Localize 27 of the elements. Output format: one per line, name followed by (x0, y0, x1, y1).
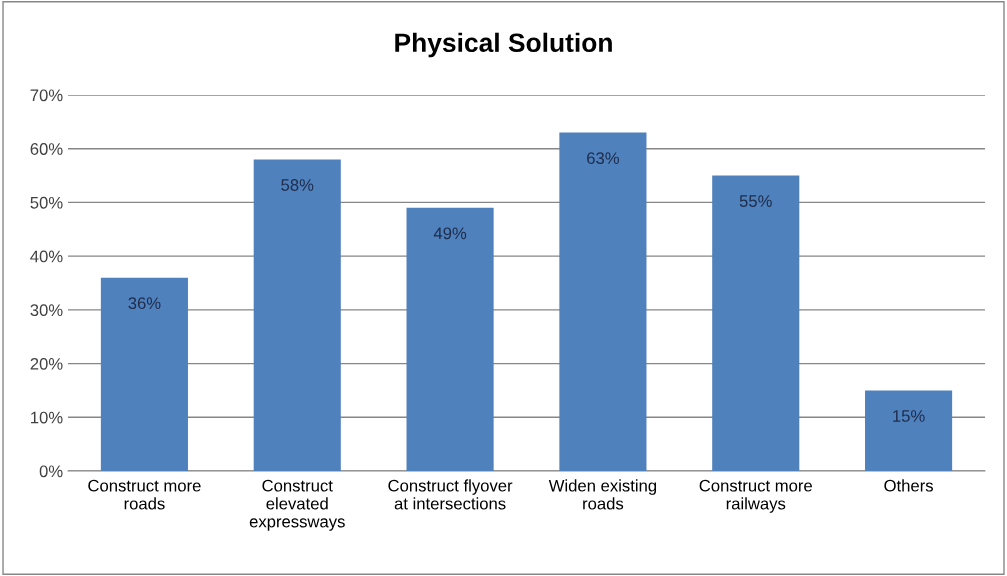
x-tick-label: Widen existing roads (548, 479, 657, 510)
y-tick-label: 40% (30, 250, 63, 263)
x-tick-label: Others (884, 479, 933, 492)
bar (100, 277, 188, 471)
data-label: 15% (893, 410, 925, 422)
data-label: 36% (128, 297, 161, 310)
x-tick-label: Construct flyover at intersections (388, 479, 513, 510)
data-label: 49% (433, 227, 467, 240)
bar (406, 207, 494, 471)
y-tick-label: 20% (30, 357, 63, 370)
chart-title: Physical Solution (395, 32, 612, 58)
y-tick-label: 0% (39, 465, 63, 478)
data-label: 58% (281, 179, 314, 191)
bar (712, 175, 800, 471)
y-tick-label: 70% (30, 89, 63, 102)
y-tick-label: 60% (30, 143, 63, 155)
y-tick-label: 30% (30, 304, 63, 317)
bar (559, 132, 647, 471)
y-tick-label: 10% (31, 411, 63, 424)
bar (865, 390, 953, 471)
bar (253, 159, 341, 471)
x-tick-label: Construct elevated expressways (249, 479, 345, 531)
data-label: 63% (587, 152, 619, 165)
data-label: 55% (739, 195, 772, 207)
x-tick-label: Construct more roads (88, 479, 201, 510)
x-tick-label: Construct more railways (699, 479, 812, 513)
y-tick-label: 50% (30, 196, 63, 209)
